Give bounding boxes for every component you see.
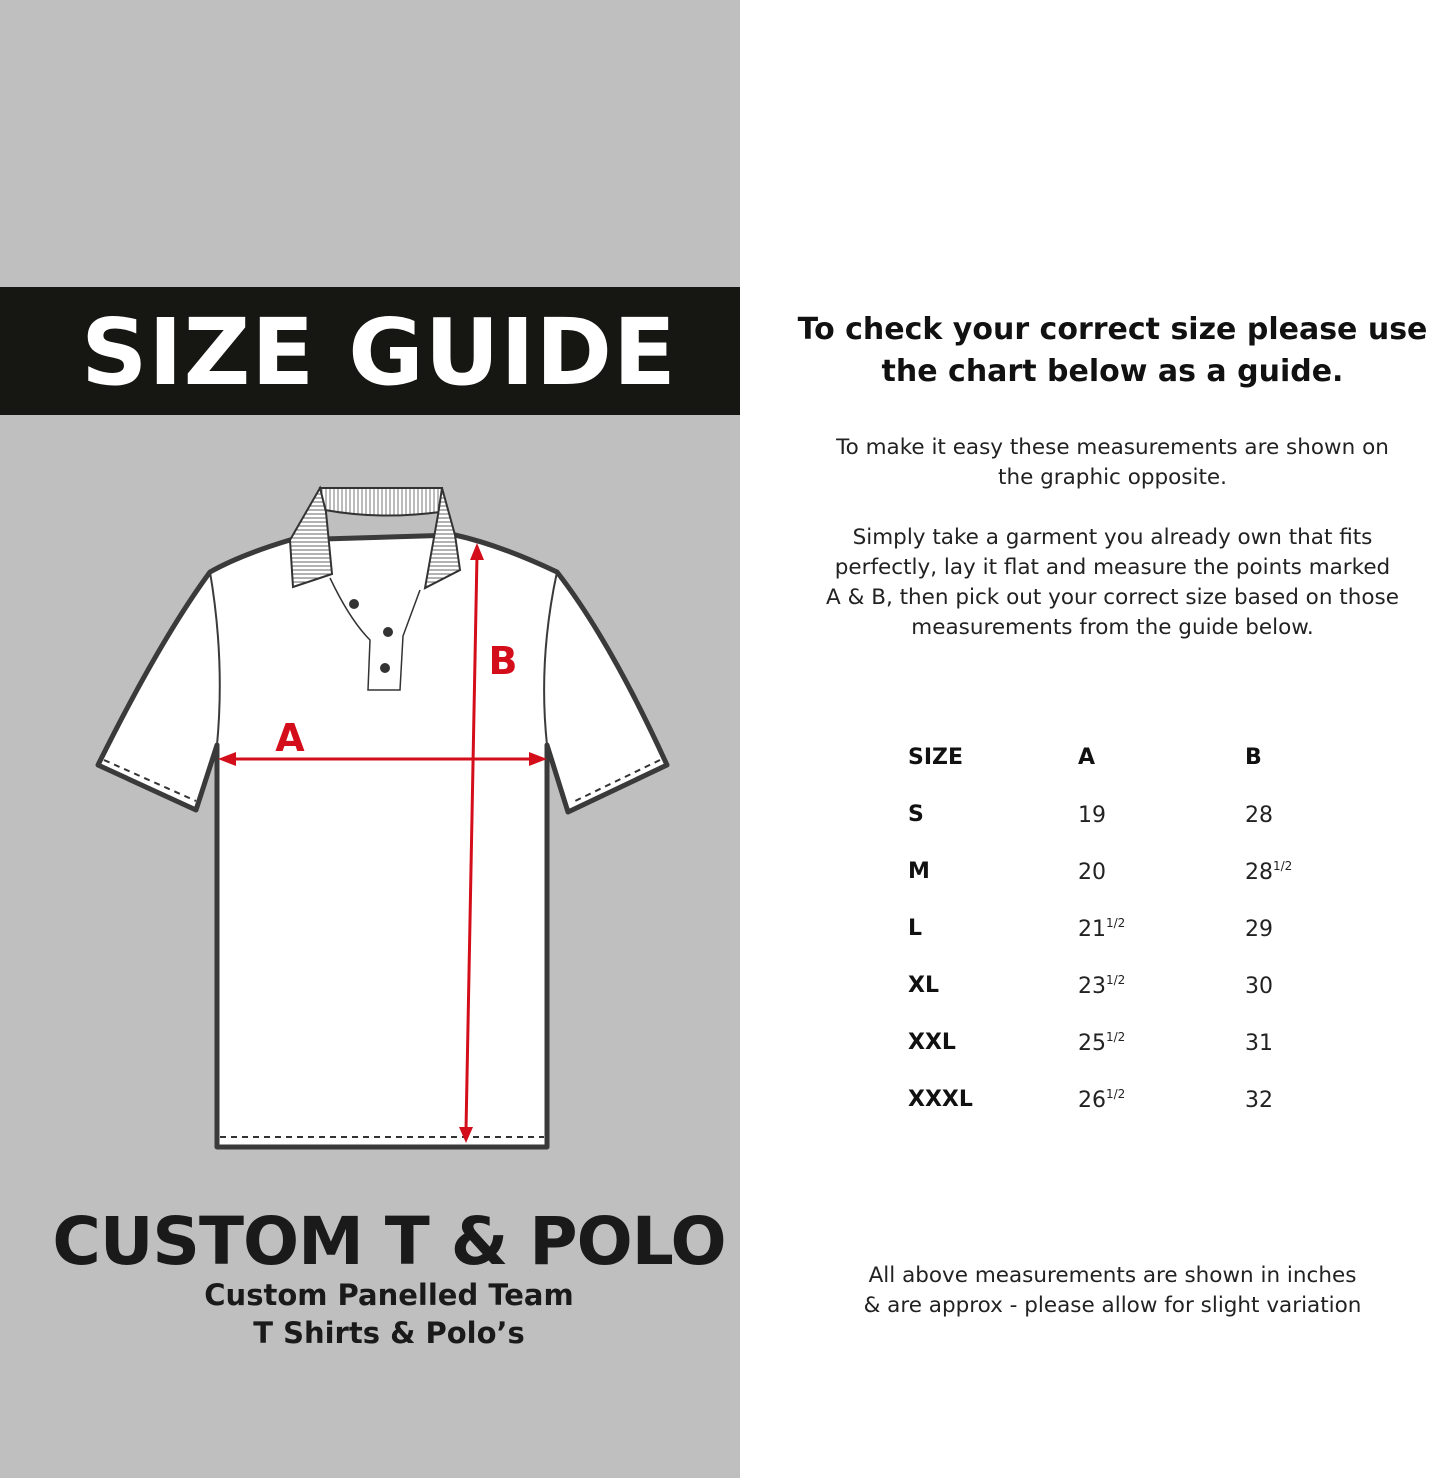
cell-a: 20 — [1078, 859, 1106, 885]
value: 32 — [1245, 1088, 1273, 1113]
text-line: the graphic opposite. — [998, 465, 1227, 490]
value: 28 — [1245, 860, 1273, 885]
value: 29 — [1245, 917, 1273, 942]
header-b: B — [1245, 745, 1262, 770]
cell-b: 28 — [1245, 802, 1273, 828]
fraction: 1/2 — [1106, 1087, 1126, 1101]
cell-size: XXXL — [908, 1087, 973, 1112]
cell-b: 32 — [1245, 1087, 1273, 1113]
cell-a: 231/2 — [1078, 973, 1125, 999]
value: XL — [908, 973, 939, 998]
value: 19 — [1078, 803, 1106, 828]
brand-name: CUSTOM T & POLO — [52, 1203, 726, 1280]
heading: the chart below as a guide. — [881, 354, 1344, 389]
value: 25 — [1078, 1031, 1106, 1056]
cell-size: XXL — [908, 1030, 956, 1055]
fraction: 1/2 — [1106, 916, 1126, 930]
text-line: & are approx - please allow for slight v… — [863, 1293, 1362, 1318]
cell-a: 251/2 — [1078, 1030, 1125, 1056]
cell-size: L — [908, 916, 922, 941]
measurement-arrow-a — [218, 752, 547, 766]
value: L — [908, 916, 923, 941]
value: XXXL — [908, 1087, 973, 1112]
cell-size: XL — [908, 973, 939, 998]
fraction: 1/2 — [1273, 859, 1293, 873]
value: XXL — [908, 1030, 956, 1055]
brand-subtitle: Custom Panelled Team — [204, 1278, 574, 1312]
cell-size: M — [908, 859, 930, 884]
cell-size: S — [908, 802, 924, 827]
value: 26 — [1078, 1088, 1106, 1113]
page-title: SIZE GUIDE — [81, 299, 677, 406]
measurement-arrow-b — [459, 543, 484, 1143]
fraction: 1/2 — [1106, 1030, 1126, 1044]
value: 21 — [1078, 917, 1106, 942]
cell-a: 211/2 — [1078, 916, 1125, 942]
fraction: 1/2 — [1106, 973, 1126, 987]
cell-b: 281/2 — [1245, 859, 1292, 885]
cell-b: 29 — [1245, 916, 1273, 942]
text-line: To make it easy these measurements are s… — [836, 435, 1389, 460]
text-line: perfectly, lay it flat and measure the p… — [834, 555, 1391, 580]
text-line: A & B, then pick out your correct size b… — [826, 585, 1399, 610]
header-size: SIZE — [908, 745, 964, 770]
header-a: A — [1078, 745, 1096, 770]
title-bar — [0, 287, 740, 415]
cell-b: 31 — [1245, 1030, 1273, 1056]
label-a: A — [275, 716, 305, 760]
value: S — [908, 802, 924, 827]
value: 31 — [1245, 1031, 1273, 1056]
value: 30 — [1245, 974, 1273, 999]
text-line: measurements from the guide below. — [911, 615, 1314, 640]
cell-a: 261/2 — [1078, 1087, 1125, 1113]
heading: To check your correct size please use — [797, 312, 1428, 347]
cell-a: 19 — [1078, 802, 1106, 828]
intro-paragraph: To make it easy these measurements are s… — [790, 433, 1435, 493]
value: 28 — [1245, 803, 1273, 828]
label-b: B — [489, 639, 518, 683]
value: M — [908, 859, 930, 884]
value: 23 — [1078, 974, 1106, 999]
brand-subtitle: T Shirts & Polo’s — [253, 1316, 525, 1350]
instructions-paragraph: Simply take a garment you already own th… — [790, 523, 1435, 643]
text-line: All above measurements are shown in inch… — [868, 1263, 1357, 1288]
cell-b: 30 — [1245, 973, 1273, 999]
polo-shirt-diagram: A B — [95, 485, 670, 1150]
text-line: Simply take a garment you already own th… — [852, 525, 1373, 550]
footer-note: All above measurements are shown in inch… — [790, 1261, 1435, 1321]
value: 20 — [1078, 860, 1106, 885]
